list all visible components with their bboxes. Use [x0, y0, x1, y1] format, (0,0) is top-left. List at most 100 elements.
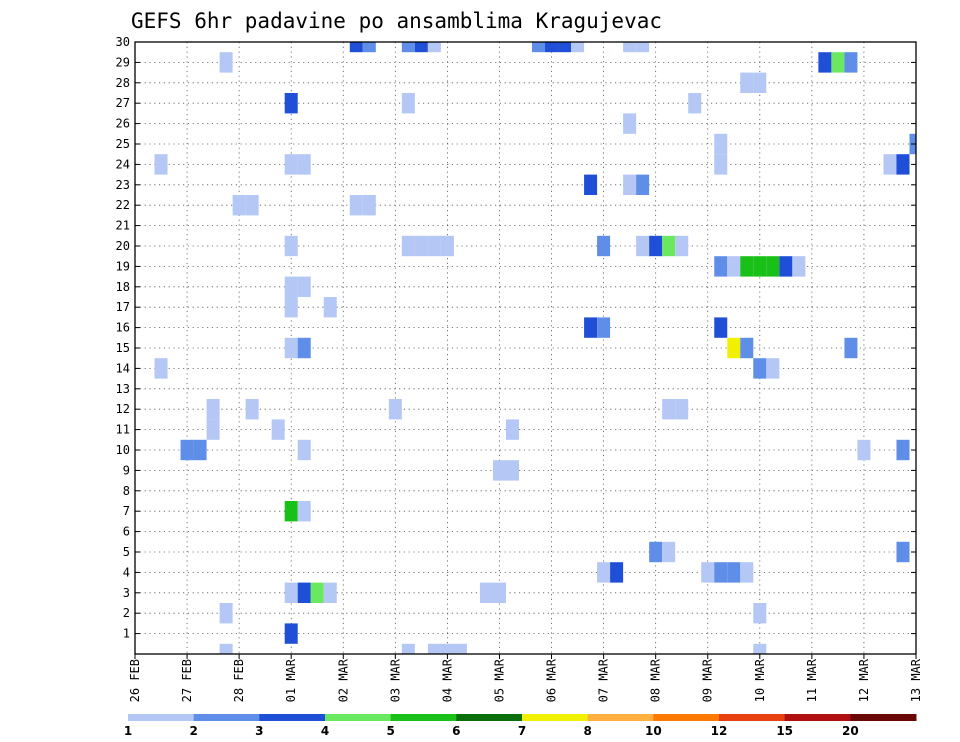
y-tick-label: 19	[116, 259, 130, 273]
y-tick-label: 9	[123, 463, 130, 477]
precip-cell	[154, 358, 168, 379]
precip-cell	[284, 235, 298, 257]
precip-cell	[427, 235, 441, 257]
y-tick-label: 28	[116, 76, 130, 90]
precip-cell	[401, 235, 415, 257]
y-tick-label: 7	[123, 504, 130, 518]
precip-cell	[714, 256, 728, 277]
precip-cell	[753, 256, 767, 277]
x-tick-label: 27 FEB	[180, 659, 194, 702]
precip-cell	[753, 643, 767, 654]
y-tick-label: 13	[116, 382, 130, 396]
precip-cell	[740, 562, 754, 583]
precip-cell	[297, 439, 311, 461]
precip-cell	[440, 235, 454, 257]
y-tick-label: 4	[123, 565, 130, 579]
x-tick-label: 05 MAR	[492, 658, 506, 702]
y-tick-label: 11	[116, 423, 130, 437]
colorbar-swatch	[259, 714, 326, 721]
precip-cell	[727, 562, 741, 583]
precip-cell	[284, 501, 298, 522]
precip-cell	[636, 235, 650, 257]
x-tick-label: 02 MAR	[336, 658, 350, 702]
y-tick-label: 27	[116, 96, 130, 110]
precip-cell	[427, 42, 441, 53]
precip-cell	[492, 460, 506, 481]
precip-cell	[219, 643, 233, 654]
y-tick-label: 17	[116, 300, 130, 314]
precip-cell	[740, 337, 754, 359]
precip-cell	[896, 439, 910, 461]
colorbar-swatch	[456, 714, 523, 721]
precip-cell	[558, 42, 572, 53]
precip-cell	[284, 154, 298, 175]
colorbar-label: 3	[255, 724, 263, 738]
precip-cell	[662, 399, 676, 420]
precip-cell	[505, 419, 519, 440]
y-tick-label: 8	[123, 484, 130, 498]
x-tick-label: 01 MAR	[284, 658, 298, 702]
colorbar-label: 2	[189, 724, 197, 738]
y-tick-label: 23	[116, 178, 130, 192]
precip-cell	[779, 256, 793, 277]
precip-cell	[727, 256, 741, 277]
precip-cell	[297, 337, 311, 359]
colorbar-label: 10	[645, 724, 662, 738]
colorbar-swatch	[653, 714, 720, 721]
precip-cell	[584, 317, 598, 338]
y-tick-label: 18	[116, 280, 130, 294]
x-tick-label: 09 MAR	[701, 658, 715, 702]
colorbar-label: 6	[452, 724, 460, 738]
precip-cell	[857, 439, 871, 461]
precip-cell	[388, 399, 402, 420]
colorbar-label: 15	[776, 724, 793, 738]
precip-cell	[688, 93, 702, 114]
y-tick-label: 30	[116, 35, 130, 49]
y-axis-ticks: 1234567891011121314151617181920212223242…	[116, 35, 916, 641]
precip-cell	[271, 419, 285, 440]
precip-cell	[818, 52, 832, 73]
precip-cell	[649, 541, 663, 563]
colorbar: 1 2 3 4 5 6 7 8 10 12 15 20	[124, 714, 917, 738]
precip-cell	[427, 643, 441, 654]
precip-cell	[636, 42, 650, 53]
colorbar-label: 4	[321, 724, 329, 738]
colorbar-swatch	[128, 714, 195, 721]
y-tick-label: 25	[116, 137, 130, 151]
precip-cell	[714, 154, 728, 175]
precip-cell	[492, 582, 506, 603]
colorbar-label: 5	[386, 724, 394, 738]
precip-cell	[206, 419, 220, 440]
y-tick-label: 15	[116, 341, 130, 355]
precip-cell	[896, 541, 910, 563]
precip-cell	[349, 42, 363, 53]
precip-cell	[401, 42, 415, 53]
precip-cell	[714, 133, 728, 155]
y-tick-label: 24	[116, 157, 130, 171]
precip-cell	[284, 337, 298, 359]
x-tick-label: 10 MAR	[753, 658, 767, 702]
precip-cell	[662, 541, 676, 563]
y-tick-label: 6	[123, 525, 130, 539]
precip-cell	[284, 276, 298, 297]
precip-cell	[675, 235, 689, 257]
colorbar-swatch	[325, 714, 392, 721]
x-tick-label: 28 FEB	[232, 659, 246, 702]
plot-frame	[134, 41, 917, 655]
x-tick-label: 12 MAR	[857, 658, 871, 702]
precip-cell	[610, 562, 624, 583]
precip-cell	[284, 297, 298, 318]
precip-cell	[597, 562, 611, 583]
grid-lines	[135, 42, 916, 654]
chart-title: GEFS 6hr padavine po ansamblima Kragujev…	[131, 9, 662, 33]
precip-cell	[414, 42, 428, 53]
precip-cell	[636, 174, 650, 195]
precip-cell	[623, 113, 637, 134]
x-tick-label: 13 MAR	[909, 658, 923, 702]
precip-cell	[401, 643, 415, 654]
precip-cell	[440, 643, 454, 654]
precip-cell	[740, 256, 754, 277]
precip-cell	[844, 337, 858, 359]
precip-cell	[232, 195, 246, 216]
x-tick-label: 26 FEB	[128, 659, 142, 702]
